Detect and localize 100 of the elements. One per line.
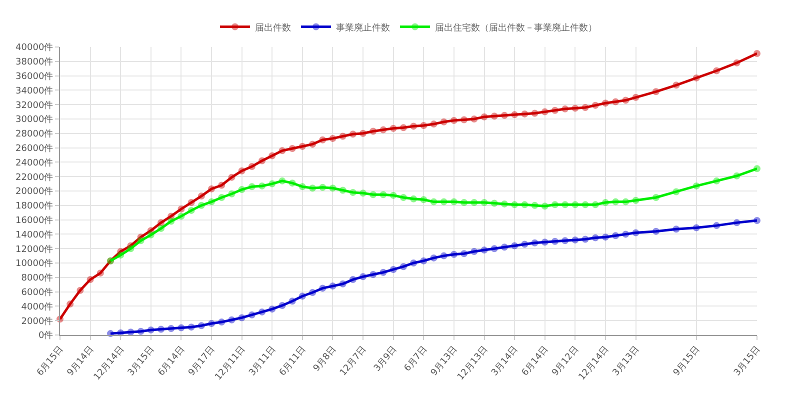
- y-tick-label: 8000件: [21, 272, 54, 284]
- x-tick-label: 12月11日: [214, 344, 248, 382]
- point: [672, 188, 680, 196]
- point: [733, 172, 740, 180]
- point: [754, 217, 760, 224]
- point: [562, 237, 569, 244]
- x-tick-label: 6月11日: [278, 344, 308, 378]
- point: [208, 320, 216, 327]
- point: [511, 242, 518, 250]
- point: [268, 180, 276, 188]
- point: [420, 257, 428, 264]
- point: [339, 186, 346, 194]
- point: [754, 165, 760, 172]
- point: [360, 273, 367, 280]
- point: [400, 263, 407, 270]
- point: [440, 198, 448, 206]
- point: [137, 328, 144, 335]
- point: [168, 218, 175, 225]
- y-tick-label: 38000件: [16, 56, 54, 68]
- y-tick-label: 30000件: [16, 114, 54, 126]
- point: [329, 184, 336, 192]
- point: [460, 199, 468, 206]
- point: [541, 238, 548, 246]
- point: [602, 199, 609, 206]
- point: [360, 190, 367, 197]
- x-tick-label: 9月15日: [672, 344, 702, 378]
- point: [319, 184, 326, 191]
- y-tick-label: 24000件: [16, 157, 54, 168]
- point: [309, 289, 316, 296]
- point: [188, 206, 195, 214]
- point: [622, 230, 630, 238]
- y-tick-label: 2000件: [21, 316, 54, 327]
- point: [238, 186, 246, 194]
- point: [370, 191, 377, 198]
- point: [370, 271, 377, 278]
- point: [511, 201, 518, 208]
- point: [218, 318, 226, 326]
- point: [218, 194, 226, 201]
- point: [288, 180, 296, 187]
- y-tick-label: 14000件: [16, 229, 54, 240]
- point: [733, 219, 740, 226]
- point: [470, 199, 478, 206]
- point: [582, 236, 589, 243]
- point: [147, 326, 154, 334]
- point: [450, 250, 458, 258]
- point: [168, 325, 175, 332]
- point: [188, 324, 195, 331]
- point: [420, 196, 428, 204]
- y-tick-label: 16000件: [16, 214, 54, 226]
- y-tick-label: 6000件: [21, 286, 54, 298]
- point: [592, 234, 599, 242]
- point: [198, 202, 205, 209]
- point: [228, 316, 236, 324]
- point: [632, 196, 640, 204]
- point: [410, 195, 418, 202]
- point: [248, 183, 256, 190]
- legend-label: 事業廃止件数: [336, 22, 390, 34]
- point: [278, 302, 286, 309]
- legend-label: 届出件数: [255, 22, 291, 34]
- point: [612, 232, 620, 240]
- point: [400, 194, 407, 201]
- point: [531, 202, 538, 209]
- point: [228, 190, 236, 198]
- point: [158, 326, 165, 333]
- point: [692, 224, 700, 232]
- point: [127, 245, 134, 252]
- point: [329, 282, 336, 290]
- point: [562, 201, 569, 208]
- point: [319, 284, 326, 292]
- point: [490, 200, 498, 207]
- x-tick-label: 3月14日: [490, 344, 520, 378]
- point: [147, 231, 154, 238]
- y-tick-label: 36000件: [16, 70, 54, 82]
- point: [390, 192, 397, 199]
- point: [178, 212, 185, 220]
- x-tick-label: 12月13日: [456, 344, 490, 382]
- point: [622, 198, 630, 206]
- point: [652, 228, 660, 235]
- y-tick-label: 4000件: [21, 301, 54, 312]
- x-tick-label: 3月9日: [372, 344, 400, 374]
- point: [551, 238, 558, 245]
- point: [208, 198, 216, 206]
- point: [158, 224, 165, 232]
- point: [450, 198, 458, 206]
- x-tick-label: 12月14日: [577, 344, 612, 382]
- point: [500, 244, 508, 251]
- point: [238, 314, 246, 322]
- point: [380, 191, 387, 198]
- y-tick-label: 28000件: [16, 128, 54, 140]
- point: [572, 201, 579, 208]
- point: [521, 201, 528, 208]
- point: [521, 240, 528, 248]
- y-tick-label: 0件: [38, 330, 54, 342]
- point: [592, 201, 599, 208]
- point: [602, 234, 609, 241]
- point: [470, 248, 478, 255]
- point: [288, 298, 296, 305]
- point: [349, 188, 356, 196]
- point: [632, 229, 640, 236]
- x-tick-label: 3月15日: [732, 344, 763, 378]
